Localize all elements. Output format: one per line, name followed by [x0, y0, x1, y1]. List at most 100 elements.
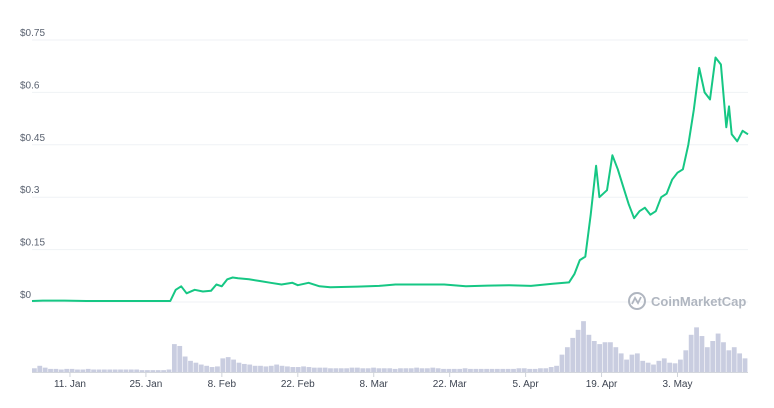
volume-bar: [209, 367, 215, 372]
x-tick-label: 5. Apr: [513, 379, 540, 390]
volume-bar: [618, 353, 624, 372]
volume-bar: [581, 321, 586, 372]
volume-bar: [247, 364, 253, 372]
volume-bar: [726, 350, 732, 372]
volume-bar: [532, 368, 538, 372]
volume-bar: [220, 358, 226, 372]
x-tick-label: 19. Apr: [586, 379, 618, 390]
volume-bar: [462, 368, 468, 372]
y-tick-label: $0.45: [20, 133, 45, 144]
coinmarketcap-logo-icon: [628, 292, 646, 310]
volume-bar: [155, 370, 161, 372]
volume-bar: [661, 358, 667, 372]
volume-bar: [344, 368, 350, 372]
volume-bar: [311, 367, 317, 372]
volume-bar: [613, 347, 619, 372]
volume-bar: [634, 353, 640, 372]
volume-bar: [704, 347, 710, 372]
volume-bar: [538, 368, 543, 372]
volume-bar: [441, 368, 446, 372]
volume-bar: [285, 366, 290, 372]
volume-bar: [645, 362, 651, 372]
volume-bar: [468, 368, 473, 372]
volume-bar: [188, 360, 193, 372]
volume-bar: [322, 367, 328, 372]
volume-bar: [651, 364, 656, 372]
x-tick-label: 8. Feb: [208, 379, 237, 390]
volume-bar: [414, 367, 420, 372]
volume-bar: [317, 367, 323, 372]
volume-bar: [392, 368, 398, 372]
volume-bar: [101, 369, 107, 372]
volume-bar: [365, 368, 371, 372]
volume-bar: [128, 369, 134, 372]
volume-bar: [715, 333, 721, 372]
volume-bar: [403, 368, 409, 372]
watermark-text: CoinMarketCap: [651, 294, 746, 309]
x-tick-label: 8. Mar: [360, 379, 389, 390]
volume-bar: [451, 368, 457, 372]
volume-bar: [564, 347, 570, 372]
volume-bar: [37, 365, 43, 372]
volume-bar: [640, 360, 646, 372]
volume-bar: [597, 344, 603, 372]
volume-bar: [554, 365, 559, 372]
volume-bar: [494, 368, 500, 372]
volume-bar: [473, 368, 479, 372]
volume-bar: [381, 368, 387, 372]
x-tick-label: 22. Feb: [281, 379, 315, 390]
volume-bar: [150, 370, 156, 372]
y-tick-label: $0.15: [20, 238, 45, 249]
volume-bar: [516, 368, 522, 372]
volume-bar: [338, 368, 344, 372]
volume-bar: [236, 362, 242, 372]
volume-bar: [96, 369, 102, 372]
volume-bar: [263, 366, 269, 372]
volume-bar: [500, 368, 506, 372]
volume-bar: [608, 342, 613, 372]
volume-bar: [478, 368, 484, 372]
volume-bar: [123, 369, 129, 372]
volume-bar: [575, 329, 581, 372]
volume-bar: [171, 344, 177, 372]
volume-bar: [435, 368, 441, 372]
volume-bar: [710, 341, 716, 372]
volume-bar: [511, 368, 516, 372]
volume-bar: [252, 365, 258, 372]
volume-bar: [112, 369, 118, 372]
volume-bar: [602, 342, 608, 372]
volume-bar: [85, 368, 91, 372]
volume-bar: [279, 365, 285, 372]
coinmarketcap-watermark: CoinMarketCap: [628, 292, 746, 310]
volume-bar: [591, 341, 597, 372]
volume-bar: [376, 368, 382, 372]
volume-bar: [742, 358, 748, 372]
volume-bar: [457, 368, 463, 372]
volume-bar: [349, 367, 355, 372]
volume-bar: [241, 363, 247, 372]
volume-bar: [543, 368, 549, 372]
volume-bar: [107, 369, 113, 372]
volume-bar: [58, 369, 64, 372]
volume-bar: [371, 367, 376, 372]
volume-bar: [145, 370, 150, 372]
volume-bar: [198, 364, 204, 372]
volume-bar: [548, 367, 554, 372]
price-line: [31, 56, 749, 302]
volume-bar: [398, 368, 403, 372]
volume-bar: [91, 369, 97, 372]
x-axis: 11. Jan 25. Jan 8. Feb 22. Feb 8. Mar 22. Mar…: [32, 372, 748, 390]
volume-bar: [204, 365, 210, 372]
price-series: [31, 56, 749, 302]
volume-bar: [193, 362, 199, 372]
volume-bar: [225, 357, 231, 372]
y-tick-label: $0: [20, 290, 32, 301]
volume-bar: [667, 362, 673, 372]
grid-lines: [32, 39, 748, 303]
volume-bar: [290, 367, 296, 372]
volume-bar: [177, 345, 183, 372]
volume-bar: [624, 359, 629, 372]
x-tick-label: 25. Jan: [130, 379, 163, 390]
volume-bar: [430, 367, 436, 372]
volume-bar: [53, 368, 59, 372]
